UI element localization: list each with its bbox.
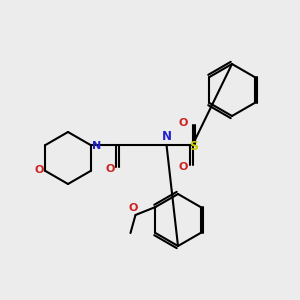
Text: O: O: [179, 162, 188, 172]
Text: S: S: [189, 140, 198, 152]
Text: N: N: [161, 130, 172, 143]
Text: O: O: [106, 164, 115, 174]
Text: O: O: [129, 203, 138, 213]
Text: O: O: [179, 118, 188, 128]
Text: O: O: [35, 165, 44, 175]
Text: N: N: [92, 141, 101, 151]
